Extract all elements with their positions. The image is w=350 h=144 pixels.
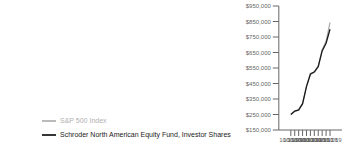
html-text:Schroder North American Equity: Schroder North American Equity Fund, Inv… [60, 130, 231, 138]
svg-text:$850,000: $850,000 [246, 19, 272, 25]
html-text:S&P 500 Index: S&P 500 Index [60, 116, 107, 124]
svg-text:$450,000: $450,000 [246, 81, 272, 87]
svg-text:$750,000: $750,000 [246, 34, 272, 40]
svg-text:$150,000: $150,000 [246, 127, 272, 133]
svg-text:$250,000: $250,000 [246, 112, 272, 118]
svg-text:10/31/19: 10/31/19 [318, 137, 342, 143]
svg-text:$550,000: $550,000 [246, 65, 272, 71]
svg-text:$950,000: $950,000 [246, 3, 272, 9]
svg-text:$350,000: $350,000 [246, 96, 272, 102]
svg-text:$650,000: $650,000 [246, 50, 272, 56]
